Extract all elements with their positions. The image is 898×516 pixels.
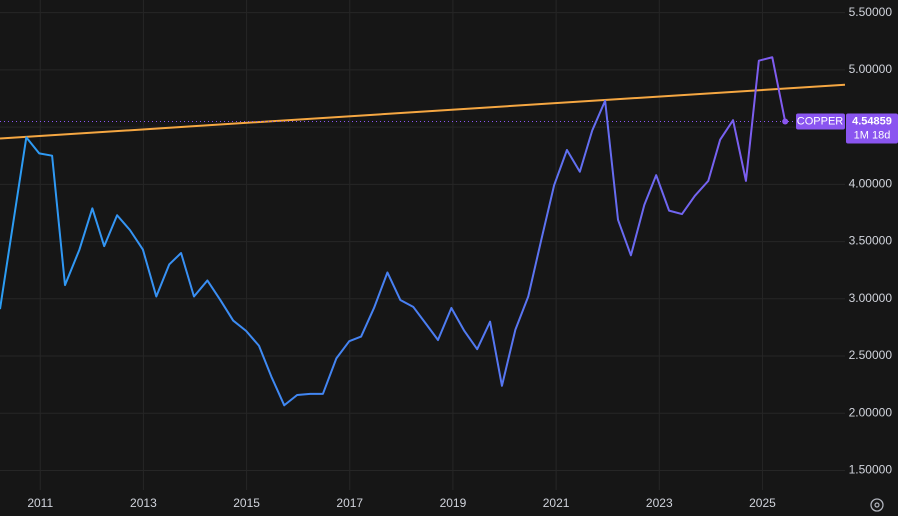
y-tick-label: 1.50000 [849,463,893,477]
countdown-label: 1M 18d [854,129,891,141]
x-tick-label: 2019 [440,496,467,510]
x-tick-label: 2011 [27,496,53,510]
last-point [782,118,789,125]
y-tick-label: 4.00000 [849,176,893,190]
x-tick-label: 2021 [543,496,570,510]
plot-area [0,56,845,407]
settings-icon [870,498,884,512]
price-label: 4.54859 [852,115,892,127]
x-tick-label: 2013 [130,496,157,510]
y-tick-label: 2.00000 [849,405,893,419]
x-tick-label: 2017 [336,496,363,510]
y-tick-label: 5.00000 [849,62,893,76]
settings-button[interactable] [870,498,884,512]
grid [0,0,845,490]
y-tick-label: 5.50000 [849,5,893,19]
price-line [0,56,787,407]
settings-icon-center [874,502,880,508]
x-tick-label: 2015 [233,496,260,510]
x-tick-label: 2023 [646,496,673,510]
y-tick-label: 2.50000 [849,348,893,362]
symbol-label-box [796,113,845,130]
price-label-box [846,113,898,144]
axes: 1.50000 2.00000 2.50000 3.00000 3.50000 4.000… [27,5,898,510]
y-tick-label: 3.50000 [849,234,893,248]
trend-line [0,83,845,140]
x-tick-label: 2025 [749,496,776,510]
y-tick-label: 3.00000 [849,291,893,305]
symbol-label: COPPER [797,115,844,127]
